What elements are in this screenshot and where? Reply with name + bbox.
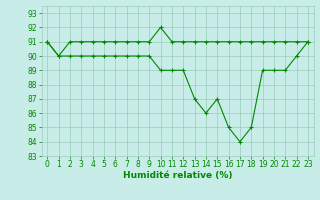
- X-axis label: Humidité relative (%): Humidité relative (%): [123, 171, 232, 180]
